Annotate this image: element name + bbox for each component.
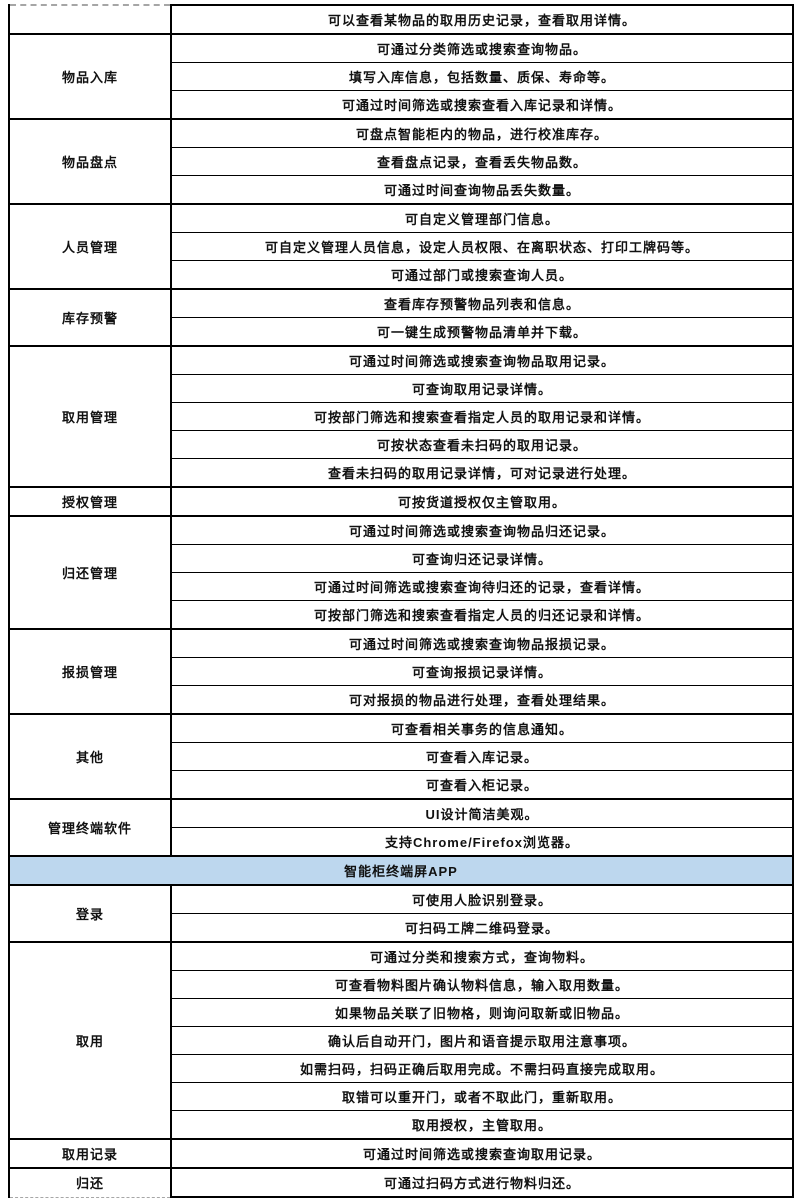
table-row: 可扫码工牌二维码登录。 <box>9 913 794 943</box>
table-row: 其他 可查看相关事务的信息通知。 <box>8 713 794 800</box>
category-cell: 其他 <box>8 713 172 800</box>
table-row: 可查询取用记录详情。 <box>9 374 794 403</box>
feature-cell: 可盘点智能柜内的物品，进行校准库存。 <box>170 118 794 148</box>
feature-cell: 可按状态查看未扫码的取用记录。 <box>170 430 794 459</box>
category-cell: 物品盘点 <box>8 118 172 205</box>
feature-cell: 支持Chrome/Firefox浏览器。 <box>170 827 794 857</box>
feature-cell: 可对报损的物品进行处理，查看处理结果。 <box>170 685 794 715</box>
section-header-row: 智能柜终端屏APP <box>8 855 794 886</box>
table-row: 可以查看某物品的取用历史记录，查看取用详情。 <box>8 4 794 35</box>
table-row: 库存预警 查看库存预警物品列表和信息。 <box>8 288 794 347</box>
table-row: 可按状态查看未扫码的取用记录。 <box>9 430 794 459</box>
table-row: 如需扫码，扫码正确后取用完成。不需扫码直接完成取用。 <box>9 1054 794 1083</box>
feature-cell: UI设计简洁美观。 <box>170 798 794 828</box>
feature-cell: 可通过分类筛选或搜索查询物品。 <box>170 33 794 63</box>
category-cell: 取用记录 <box>8 1138 172 1169</box>
table-row: 查看未扫码的取用记录详情，可对记录进行处理。 <box>9 458 794 488</box>
feature-cell: 可查看入柜记录。 <box>170 770 794 800</box>
table-row: 可一键生成预警物品清单并下载。 <box>9 317 794 347</box>
feature-cell: 可通过部门或搜索查询人员。 <box>170 260 794 290</box>
table-row: 可通过部门或搜索查询人员。 <box>9 260 794 290</box>
feature-cell: 可按部门筛选和搜索查看指定人员的归还记录和详情。 <box>170 600 794 630</box>
feature-cell: 可查看物料图片确认物料信息，输入取用数量。 <box>170 970 794 999</box>
table-row: 物品入库 可通过分类筛选或搜索查询物品。 <box>8 33 794 120</box>
category-cell: 人员管理 <box>8 203 172 290</box>
table-row: 取用管理 可通过时间筛选或搜索查询物品取用记录。 <box>8 345 794 488</box>
category-cell: 归还 <box>8 1167 172 1198</box>
document-page: 可以查看某物品的取用历史记录，查看取用详情。 物品入库 可通过分类筛选或搜索查询物品… <box>0 4 800 1199</box>
table-row: 可对报损的物品进行处理，查看处理结果。 <box>9 685 794 715</box>
feature-cell: 可按部门筛选和搜索查看指定人员的取用记录和详情。 <box>170 402 794 431</box>
table-row: 人员管理 可自定义管理部门信息。 <box>8 203 794 290</box>
feature-cell: 填写入库信息，包括数量、质保、寿命等。 <box>170 62 794 91</box>
table-row: 可通过时间筛选或搜索查询待归还的记录，查看详情。 <box>9 572 794 601</box>
feature-cell: 取错可以重开门，或者不取此门，重新取用。 <box>170 1082 794 1111</box>
feature-cell: 可通过时间筛选或搜索查询物品报损记录。 <box>170 628 794 658</box>
feature-cell: 可自定义管理人员信息，设定人员权限、在离职状态、打印工牌码等。 <box>170 232 794 261</box>
table-row: 取错可以重开门，或者不取此门，重新取用。 <box>9 1082 794 1111</box>
feature-cell: 可自定义管理部门信息。 <box>170 203 794 233</box>
feature-cell: 如需扫码，扫码正确后取用完成。不需扫码直接完成取用。 <box>170 1054 794 1083</box>
feature-cell: 可查询取用记录详情。 <box>170 374 794 403</box>
table-row: 可按部门筛选和搜索查看指定人员的归还记录和详情。 <box>9 600 794 630</box>
feature-cell: 可通过时间筛选或搜索查询待归还的记录，查看详情。 <box>170 572 794 601</box>
feature-cell: 查看盘点记录，查看丢失物品数。 <box>170 147 794 176</box>
table-row: 取用授权，主管取用。 <box>9 1110 794 1140</box>
table-row: 查看盘点记录，查看丢失物品数。 <box>9 147 794 176</box>
table-row: 填写入库信息，包括数量、质保、寿命等。 <box>9 62 794 91</box>
feature-cell: 查看未扫码的取用记录详情，可对记录进行处理。 <box>170 458 794 488</box>
category-cell: 登录 <box>8 884 172 943</box>
feature-cell: 可通过时间筛选或搜索查询物品归还记录。 <box>170 515 794 545</box>
feature-table-body: 可以查看某物品的取用历史记录，查看取用详情。 物品入库 可通过分类筛选或搜索查询物品… <box>8 4 794 1198</box>
table-row: 可自定义管理人员信息，设定人员权限、在离职状态、打印工牌码等。 <box>9 232 794 261</box>
category-cell: 取用管理 <box>8 345 172 488</box>
feature-cell: 可通过时间查询物品丢失数量。 <box>170 175 794 205</box>
table-row: 物品盘点 可盘点智能柜内的物品，进行校准库存。 <box>8 118 794 205</box>
feature-cell: 取用授权，主管取用。 <box>170 1110 794 1140</box>
table-row: 授权管理 可按货道授权仅主管取用。 <box>8 486 794 517</box>
table-row: 报损管理 可通过时间筛选或搜索查询物品报损记录。 <box>8 628 794 715</box>
feature-table: 可以查看某物品的取用历史记录，查看取用详情。 物品入库 可通过分类筛选或搜索查询物品… <box>8 4 794 1198</box>
section-header-cell: 智能柜终端屏APP <box>8 855 794 886</box>
category-cell: 库存预警 <box>8 288 172 347</box>
feature-cell: 可查看相关事务的信息通知。 <box>170 713 794 743</box>
feature-cell: 可通过时间筛选或搜索查询取用记录。 <box>170 1138 794 1169</box>
feature-cell: 确认后自动开门，图片和语音提示取用注意事项。 <box>170 1026 794 1055</box>
table-row: 可查询归还记录详情。 <box>9 544 794 573</box>
category-cell: 取用 <box>8 941 172 1140</box>
table-row: 可查看物料图片确认物料信息，输入取用数量。 <box>9 970 794 999</box>
feature-cell: 如果物品关联了旧物格，则询问取新或旧物品。 <box>170 998 794 1027</box>
feature-cell: 查看库存预警物品列表和信息。 <box>170 288 794 318</box>
category-cell: 授权管理 <box>8 486 172 517</box>
table-row: 取用 可通过分类和搜索方式，查询物料。 <box>8 941 794 1140</box>
feature-cell: 可通过分类和搜索方式，查询物料。 <box>170 941 794 971</box>
table-row: 可查看入库记录。 <box>9 742 794 771</box>
table-row: 归还管理 可通过时间筛选或搜索查询物品归还记录。 <box>8 515 794 630</box>
feature-cell: 可查询归还记录详情。 <box>170 544 794 573</box>
table-row: 管理终端软件 UI设计简洁美观。 <box>8 798 794 857</box>
table-row: 可查询报损记录详情。 <box>9 657 794 686</box>
category-cell <box>8 4 172 35</box>
feature-cell: 可按货道授权仅主管取用。 <box>170 486 794 517</box>
table-row: 归还 可通过扫码方式进行物料归还。 <box>8 1167 794 1198</box>
feature-cell: 可使用人脸识别登录。 <box>170 884 794 914</box>
feature-cell: 可通过时间筛选或搜索查看入库记录和详情。 <box>170 90 794 120</box>
table-row: 取用记录 可通过时间筛选或搜索查询取用记录。 <box>8 1138 794 1169</box>
feature-cell: 可查询报损记录详情。 <box>170 657 794 686</box>
table-row: 可通过时间筛选或搜索查看入库记录和详情。 <box>9 90 794 120</box>
table-row: 登录 可使用人脸识别登录。 <box>8 884 794 943</box>
feature-cell: 可一键生成预警物品清单并下载。 <box>170 317 794 347</box>
feature-cell: 可扫码工牌二维码登录。 <box>170 913 794 943</box>
category-cell: 管理终端软件 <box>8 798 172 857</box>
category-cell: 物品入库 <box>8 33 172 120</box>
table-row: 可按部门筛选和搜索查看指定人员的取用记录和详情。 <box>9 402 794 431</box>
feature-cell: 可通过扫码方式进行物料归还。 <box>170 1167 794 1198</box>
feature-cell: 可以查看某物品的取用历史记录，查看取用详情。 <box>170 4 794 35</box>
category-cell: 归还管理 <box>8 515 172 630</box>
feature-cell: 可通过时间筛选或搜索查询物品取用记录。 <box>170 345 794 375</box>
category-cell: 报损管理 <box>8 628 172 715</box>
feature-cell: 可查看入库记录。 <box>170 742 794 771</box>
table-row: 可通过时间查询物品丢失数量。 <box>9 175 794 205</box>
